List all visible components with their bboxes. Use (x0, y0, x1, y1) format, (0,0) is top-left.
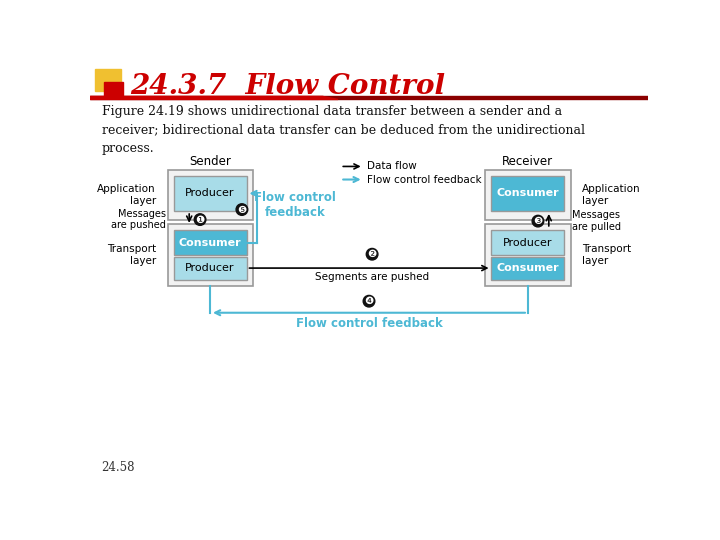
Text: Producer: Producer (185, 263, 235, 273)
Text: Application
layer: Application layer (582, 184, 641, 206)
Bar (174, 231, 246, 255)
Bar (485, 170, 570, 220)
Bar (492, 256, 564, 280)
Circle shape (366, 248, 378, 260)
Circle shape (363, 295, 375, 307)
Bar (174, 256, 246, 280)
Bar (168, 224, 253, 286)
Circle shape (194, 214, 206, 225)
Text: ❸: ❸ (534, 216, 543, 226)
Text: ❶: ❶ (195, 214, 204, 225)
Text: Flow control feedback: Flow control feedback (367, 174, 482, 185)
Text: 24.58: 24.58 (102, 462, 135, 475)
Text: Sender: Sender (189, 156, 231, 168)
Text: Consumer: Consumer (497, 188, 559, 198)
Text: Flow control
feedback: Flow control feedback (254, 191, 336, 219)
Text: Consumer: Consumer (179, 238, 241, 248)
Text: Transport
layer: Transport layer (582, 244, 631, 266)
Text: Transport
layer: Transport layer (107, 244, 156, 266)
Text: Messages
are pulled: Messages are pulled (572, 210, 621, 232)
Text: Consumer: Consumer (497, 263, 559, 273)
Text: Flow control feedback: Flow control feedback (296, 317, 442, 330)
Bar (492, 231, 564, 255)
Text: 24.3.7  Flow Control: 24.3.7 Flow Control (130, 73, 445, 100)
Bar (492, 176, 564, 211)
Text: Producer: Producer (503, 238, 553, 248)
Polygon shape (90, 96, 338, 99)
Bar (168, 170, 253, 220)
Bar (174, 176, 246, 211)
Text: ❹: ❹ (364, 296, 374, 306)
Circle shape (532, 215, 544, 227)
Text: ❷: ❷ (367, 249, 377, 259)
Text: Application
layer: Application layer (97, 184, 156, 206)
Bar (90, 96, 648, 99)
Text: Segments are pushed: Segments are pushed (315, 272, 429, 282)
Bar (94, 70, 121, 91)
Circle shape (236, 204, 248, 215)
Bar (485, 224, 570, 286)
Text: Receiver: Receiver (503, 156, 554, 168)
Text: Data flow: Data flow (367, 161, 417, 171)
Text: ❺: ❺ (238, 205, 246, 214)
Text: Messages
are pushed: Messages are pushed (111, 209, 166, 231)
Text: Figure 24.19 shows unidirectional data transfer between a sender and a
receiver;: Figure 24.19 shows unidirectional data t… (102, 105, 585, 155)
Text: Producer: Producer (185, 188, 235, 198)
Bar (104, 82, 122, 97)
